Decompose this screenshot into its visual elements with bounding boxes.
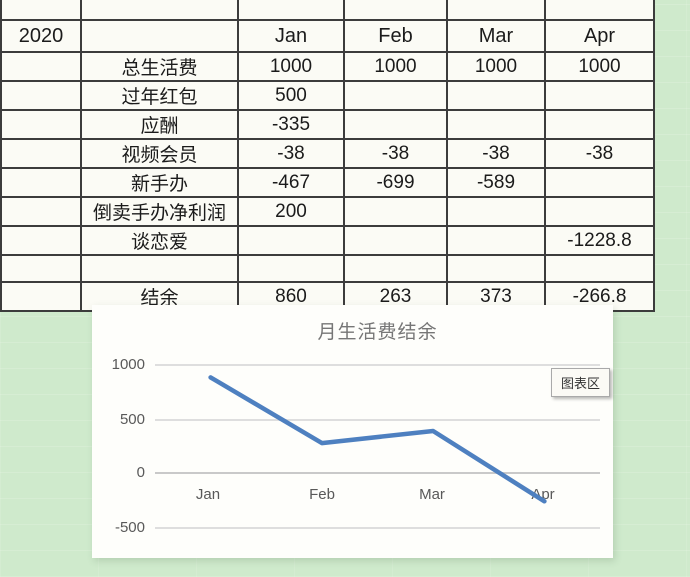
table-row: [0, 254, 655, 283]
table-cell[interactable]: [237, 254, 345, 283]
table-cell[interactable]: [544, 254, 655, 283]
table-cell[interactable]: [544, 196, 655, 227]
table-cell[interactable]: [446, 109, 546, 140]
table-cell[interactable]: -38: [446, 138, 546, 169]
cell-year[interactable]: 2020: [0, 19, 82, 53]
table-cell[interactable]: [446, 225, 546, 256]
table-cell[interactable]: [0, 225, 82, 256]
table-cell[interactable]: [343, 109, 448, 140]
table-row-header: 2020 Jan Feb Mar Apr: [0, 19, 655, 53]
gridline-neg500: [155, 527, 600, 529]
chart-panel[interactable]: 月生活费结余 1000 500 0 -500 Jan Feb Mar Apr 图…: [92, 305, 613, 558]
table-cell[interactable]: [0, 196, 82, 227]
table-row: 倒卖手办净利润 200: [0, 196, 655, 227]
table-cell[interactable]: 200: [237, 196, 345, 227]
table-cell[interactable]: [0, 138, 82, 169]
table-cell[interactable]: [237, 0, 345, 21]
row-label[interactable]: 谈恋爱: [80, 225, 239, 256]
table-row-top: [0, 0, 655, 21]
table-cell[interactable]: -699: [343, 167, 448, 198]
table-cell[interactable]: [544, 80, 655, 111]
table-cell[interactable]: [544, 109, 655, 140]
balance-line: [208, 375, 547, 504]
gridline-500: [155, 419, 600, 421]
gridline-1000: [155, 364, 600, 366]
table-cell[interactable]: -335: [237, 109, 345, 140]
table-cell[interactable]: [0, 281, 82, 312]
y-axis-tick: 500: [119, 411, 145, 428]
table-cell[interactable]: -38: [544, 138, 655, 169]
table-row: 过年红包 500: [0, 80, 655, 111]
chart-area-tooltip: 图表区: [551, 368, 611, 397]
table-cell[interactable]: [0, 167, 82, 198]
table-cell[interactable]: -38: [237, 138, 345, 169]
table-cell[interactable]: [0, 109, 82, 140]
table-row: 新手办 -467 -699 -589: [0, 167, 655, 198]
row-label[interactable]: 视频会员: [80, 138, 239, 169]
table-cell[interactable]: 1000: [237, 51, 345, 82]
row-label[interactable]: 过年红包: [80, 80, 239, 111]
table-cell[interactable]: -38: [343, 138, 448, 169]
table-cell[interactable]: [446, 196, 546, 227]
table-cell[interactable]: [544, 167, 655, 198]
x-axis-tick: Mar: [419, 486, 445, 503]
row-label[interactable]: 新手办: [80, 167, 239, 198]
table-cell[interactable]: [237, 225, 345, 256]
table-cell[interactable]: 1000: [343, 51, 448, 82]
table-cell[interactable]: -467: [237, 167, 345, 198]
table-cell[interactable]: [343, 225, 448, 256]
x-axis-tick: Jan: [195, 486, 221, 503]
row-label[interactable]: 总生活费: [80, 51, 239, 82]
table-cell[interactable]: [343, 0, 448, 21]
table-cell[interactable]: [80, 19, 239, 53]
col-header-apr[interactable]: Apr: [544, 19, 655, 53]
table-cell[interactable]: 500: [237, 80, 345, 111]
table-cell[interactable]: [0, 80, 82, 111]
x-axis-tick: Feb: [309, 486, 335, 503]
table-cell[interactable]: [343, 196, 448, 227]
table-cell[interactable]: [544, 0, 655, 21]
table-row: 应酬 -335: [0, 109, 655, 140]
table-cell[interactable]: [0, 254, 82, 283]
y-axis-tick: -500: [114, 519, 145, 536]
table-row: 视频会员 -38 -38 -38 -38: [0, 138, 655, 169]
table-cell[interactable]: [0, 51, 82, 82]
line-chart-svg: [208, 375, 547, 504]
col-header-feb[interactable]: Feb: [343, 19, 448, 53]
table-cell[interactable]: [446, 0, 546, 21]
table-cell[interactable]: -1228.8: [544, 225, 655, 256]
table-row: 谈恋爱 -1228.8: [0, 225, 655, 256]
row-label[interactable]: 应酬: [80, 109, 239, 140]
table-cell[interactable]: [446, 254, 546, 283]
row-label[interactable]: 倒卖手办净利润: [80, 196, 239, 227]
y-axis-tick: 1000: [111, 356, 145, 373]
table-cell[interactable]: 1000: [544, 51, 655, 82]
table-cell[interactable]: -589: [446, 167, 546, 198]
table-cell[interactable]: [343, 80, 448, 111]
table-cell[interactable]: [80, 0, 239, 21]
table-cell[interactable]: [446, 80, 546, 111]
table-cell[interactable]: 1000: [446, 51, 546, 82]
table-cell[interactable]: [0, 0, 82, 21]
chart-title: 月生活费结余: [317, 322, 438, 343]
row-label[interactable]: [80, 254, 239, 283]
table-cell[interactable]: [343, 254, 448, 283]
col-header-mar[interactable]: Mar: [446, 19, 546, 53]
table-row: 总生活费 1000 1000 1000 1000: [0, 51, 655, 82]
col-header-jan[interactable]: Jan: [237, 19, 345, 53]
y-axis-tick: 0: [136, 464, 145, 481]
expense-table: 2020 Jan Feb Mar Apr 总生活费 1000 1000 1000…: [0, 0, 655, 312]
gridline-0: [155, 472, 600, 474]
